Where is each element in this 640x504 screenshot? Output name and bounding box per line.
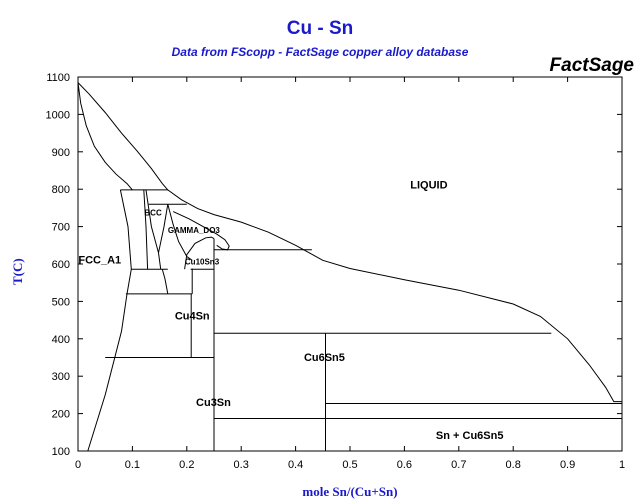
region-label-cu4sn: Cu4Sn (175, 311, 210, 323)
y-tick-label: 200 (52, 409, 70, 421)
y-tick-label: 700 (52, 222, 70, 234)
phase-boundaries (77, 82, 622, 452)
y-tick-label: 800 (52, 184, 70, 196)
x-tick-label: 0.3 (234, 459, 249, 471)
y-tick-label: 1000 (46, 109, 70, 121)
y-tick-label: 600 (52, 259, 70, 271)
x-axis-label: mole Sn/(Cu+Sn) (302, 484, 398, 499)
x-tick-label: 0.4 (288, 459, 303, 471)
x-tick-label: 0.9 (560, 459, 575, 471)
phase-boundary-12 (184, 236, 215, 270)
region-label-cu6sn5: Cu6Sn5 (304, 352, 345, 364)
region-labels: LIQUID BCC GAMMA_DO3 FCC_A1 Cu10Sn3 Cu4Sn Cu6S… (78, 179, 503, 442)
x-tick-label: 0.7 (451, 459, 466, 471)
phase-boundary-9 (161, 269, 169, 294)
x-axis-ticks: 0 0.1 0.2 0.3 0.4 0.5 0.6 0.7 0.8 0.9 1 (75, 77, 625, 471)
y-tick-label: 500 (52, 296, 70, 308)
phase-boundary-0 (77, 82, 622, 403)
y-tick-label: 100 (52, 446, 70, 458)
phase-boundary-1 (77, 82, 133, 191)
x-tick-label: 0.2 (179, 459, 194, 471)
y-tick-label: 400 (52, 334, 70, 346)
region-label-liquid: LIQUID (410, 179, 447, 191)
phase-boundary-11 (172, 211, 230, 251)
y-tick-label: 300 (52, 371, 70, 383)
y-tick-label: 1100 (46, 72, 70, 84)
region-label-gamma-do3: GAMMA_DO3 (168, 226, 221, 235)
y-tick-label: 900 (52, 147, 70, 159)
x-tick-label: 0.5 (342, 459, 357, 471)
region-label-bcc: BCC (144, 209, 162, 218)
x-tick-label: 0.6 (397, 459, 412, 471)
phase-boundary-2 (87, 189, 132, 452)
phase-boundary-4 (143, 189, 149, 270)
x-tick-label: 0.1 (125, 459, 140, 471)
factsage-brand: FactSage (549, 55, 634, 76)
region-label-fcc-a1: FCC_A1 (78, 255, 121, 267)
chart-subtitle: Data from FScopp - FactSage copper alloy… (171, 45, 469, 59)
phase-boundary-6 (158, 204, 169, 253)
region-label-sn-cu6sn5: Sn + Cu6Sn5 (436, 430, 504, 442)
x-tick-label: 1 (619, 459, 625, 471)
y-axis-ticks: 100 200 300 400 500 600 700 800 900 1000 1100 (46, 72, 622, 458)
chart-title: Cu - Sn (286, 18, 354, 39)
x-tick-label: 0 (75, 459, 81, 471)
region-label-cu10sn3: Cu10Sn3 (185, 257, 220, 266)
x-tick-label: 0.8 (506, 459, 521, 471)
phase-boundary-5 (145, 189, 162, 270)
phase-boundary-10 (167, 204, 193, 261)
region-label-cu3sn: Cu3Sn (196, 397, 231, 409)
